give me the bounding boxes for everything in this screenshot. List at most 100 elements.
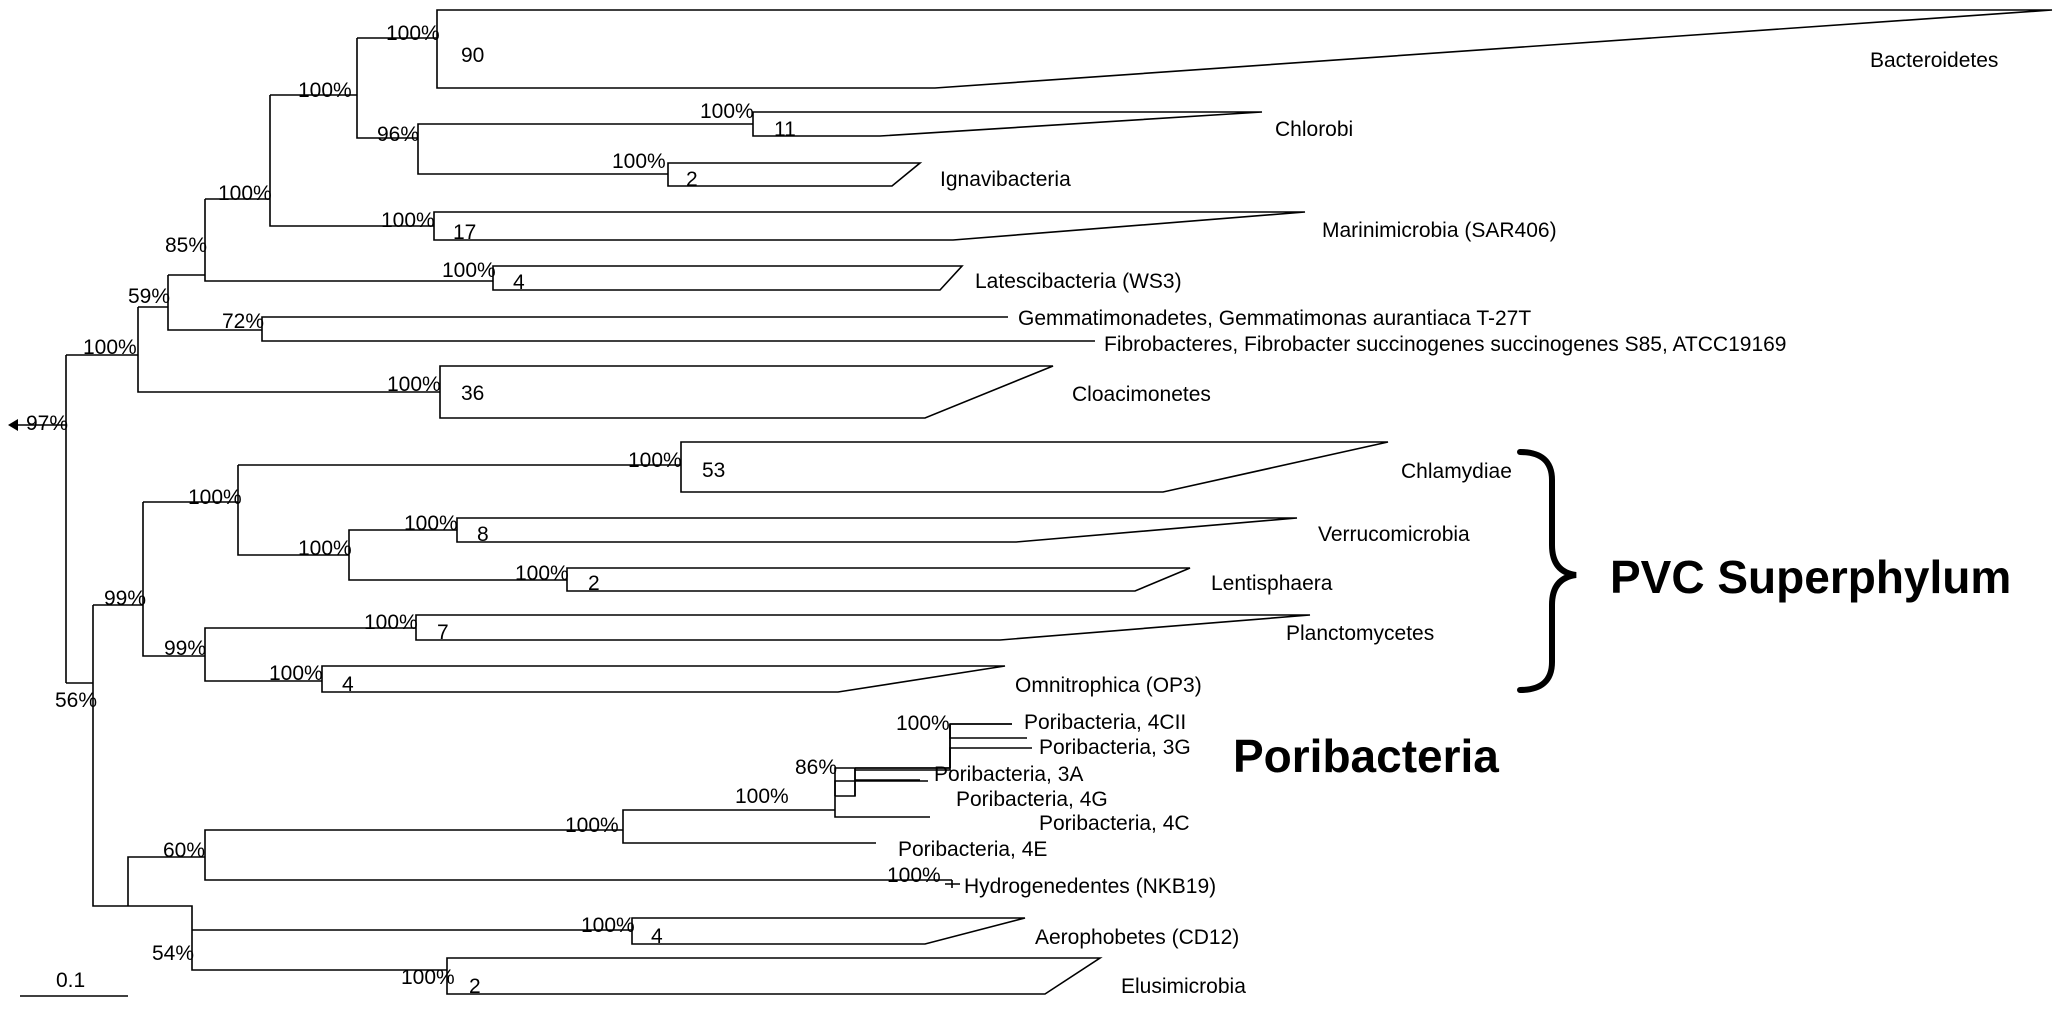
root-branch: [8, 355, 67, 683]
support-lentisphaera: 100%: [515, 562, 569, 585]
count-aerophobetes: 4: [651, 925, 663, 948]
lower-clade-branches: [66, 464, 1027, 971]
taxon-fibrobacteres: Fibrobacteres, Fibrobacter succinogenes …: [1104, 333, 1787, 356]
support-chlorobi-ignavi: 96%: [377, 123, 419, 146]
count-chlamydiae: 53: [702, 459, 725, 482]
taxon-chlorobi: Chlorobi: [1275, 118, 1353, 141]
support-elusimicrobia: 100%: [401, 966, 455, 989]
taxon-pori-4g: Poribacteria, 4G: [956, 788, 1108, 811]
branch-pori-3a: [834, 780, 928, 796]
scale-bar: 0.1: [20, 969, 128, 997]
clade-triangle-elusimicrobia: [446, 957, 1103, 995]
count-cloacimonetes: 36: [461, 382, 484, 405]
support-bacteroidetes-chlorobi: 100%: [298, 79, 352, 102]
count-verrucomicrobia: 8: [477, 523, 489, 546]
count-planctomycetes: 7: [437, 621, 449, 644]
taxon-gemmatimonadetes: Gemmatimonadetes, Gemmatimonas aurantiac…: [1018, 307, 1531, 330]
support-root: 97%: [26, 412, 68, 435]
upper-clade-triangles: [433, 9, 2053, 419]
count-omnitrophica: 4: [342, 673, 354, 696]
support-marini-clade: 100%: [218, 182, 272, 205]
root-arrow-icon: [8, 419, 18, 431]
clade-triangle-bacteroidetes: [436, 9, 2053, 89]
count-bacteroidetes: 90: [461, 44, 484, 67]
clade-triangle-chlorobi: [752, 111, 1263, 137]
support-omnitrophica: 100%: [269, 662, 323, 685]
clade-triangle-planctomycetes: [415, 614, 1311, 641]
taxon-verrucomicrobia: Verrucomicrobia: [1318, 523, 1470, 546]
support-values: 97% 100% 100% 96% 100% 100% 100% 100% 85…: [26, 22, 950, 989]
count-latescibacteria: 4: [513, 271, 525, 294]
support-bacteroidetes: 100%: [386, 22, 440, 45]
support-pvc: 99%: [104, 587, 146, 610]
taxon-hydrogenedentes: Hydrogenedentes (NKB19): [964, 875, 1216, 898]
clade-triangle-chlamydiae: [680, 441, 1389, 493]
upper-clade-branches: [66, 37, 1095, 393]
taxon-ignavibacteria: Ignavibacteria: [940, 168, 1071, 191]
taxon-omnitrophica: Omnitrophica (OP3): [1015, 674, 1202, 697]
support-planc-omni: 99%: [164, 637, 206, 660]
clade-triangle-aerophobetes: [631, 917, 1026, 945]
support-cloacimonetes: 100%: [387, 373, 441, 396]
count-lentisphaera: 2: [588, 572, 600, 595]
clade-triangle-omnitrophica: [321, 665, 1006, 693]
support-pori-4cii: 100%: [896, 712, 950, 735]
support-planctomycetes: 100%: [364, 611, 418, 634]
taxon-bacteroidetes: Bacteroidetes: [1870, 49, 1998, 72]
clade-triangle-lentisphaera: [566, 567, 1191, 592]
support-upper-clade: 59%: [128, 285, 170, 308]
support-hydrogenedentes: 100%: [887, 864, 941, 887]
clade-triangle-latescibacteria: [492, 265, 964, 291]
count-elusimicrobia: 2: [469, 975, 481, 998]
taxon-marinimicrobia: Marinimicrobia (SAR406): [1322, 219, 1557, 242]
taxon-elusimicrobia: Elusimicrobia: [1121, 975, 1246, 998]
poribacteria-leaves: [855, 779, 920, 781]
taxon-pori-4cii: Poribacteria, 4CII: [1024, 711, 1186, 734]
clade-triangle-ignavibacteria: [667, 162, 923, 187]
support-gem-fib: 72%: [222, 310, 264, 333]
group-label-pvc: PVC Superphylum: [1610, 551, 2011, 603]
support-latescibacteria: 100%: [442, 259, 496, 282]
count-chlorobi: 11: [774, 118, 796, 141]
taxon-planctomycetes: Planctomycetes: [1286, 622, 1434, 645]
support-chlorobi: 100%: [700, 100, 754, 123]
taxon-pori-4e: Poribacteria, 4E: [898, 838, 1047, 861]
taxon-aerophobetes: Aerophobetes (CD12): [1035, 926, 1239, 949]
support-ignavibacteria: 100%: [612, 150, 666, 173]
taxon-latescibacteria: Latescibacteria (WS3): [975, 270, 1182, 293]
clade-counts: 90 11 2 17 4 36 53 8 2 7 4 4 2: [342, 44, 796, 998]
group-label-poribacteria: Poribacteria: [1233, 730, 1499, 782]
branch-pori-86-upper: [834, 767, 950, 796]
branch-pori-3g: [949, 747, 1032, 768]
taxon-pori-4c: Poribacteria, 4C: [1039, 812, 1190, 835]
clade-triangle-verrucomicrobia: [456, 517, 1298, 543]
scale-bar-label: 0.1: [56, 969, 85, 992]
support-verru-lenti: 100%: [298, 537, 352, 560]
support-upper-root: 100%: [83, 336, 137, 359]
pvc-brace-icon: [1517, 449, 1577, 693]
support-chlam-verru: 100%: [188, 486, 242, 509]
clade-triangle-marinimicrobia: [433, 211, 1306, 241]
support-pori-hydro: 60%: [163, 839, 205, 862]
count-ignavibacteria: 2: [686, 168, 698, 191]
count-marinimicrobia: 17: [453, 221, 476, 244]
taxon-labels: Bacteroidetes Chlorobi Ignavibacteria Ma…: [898, 49, 1998, 998]
support-lower-root: 56%: [55, 689, 97, 712]
support-aerophobetes: 100%: [581, 914, 635, 937]
taxon-cloacimonetes: Cloacimonetes: [1072, 383, 1211, 406]
support-verrucomicrobia: 100%: [404, 512, 458, 535]
support-pori-4g: 100%: [735, 785, 789, 808]
taxon-chlamydiae: Chlamydiae: [1401, 460, 1512, 483]
support-marinimicrobia: 100%: [381, 209, 435, 232]
taxon-pori-3g: Poribacteria, 3G: [1039, 736, 1191, 759]
support-aero-elusi: 54%: [152, 942, 194, 965]
taxon-lentisphaera: Lentisphaera: [1211, 572, 1333, 595]
branch-pori-4cii: [949, 723, 1012, 768]
support-poribacteria: 100%: [565, 814, 619, 837]
clade-triangle-cloacimonetes: [439, 365, 1054, 419]
support-chlamydiae: 100%: [628, 449, 682, 472]
support-latesci-clade: 85%: [165, 234, 207, 257]
taxon-pori-3a: Poribacteria, 3A: [934, 763, 1083, 786]
lower-clade-triangles: [321, 441, 1389, 995]
